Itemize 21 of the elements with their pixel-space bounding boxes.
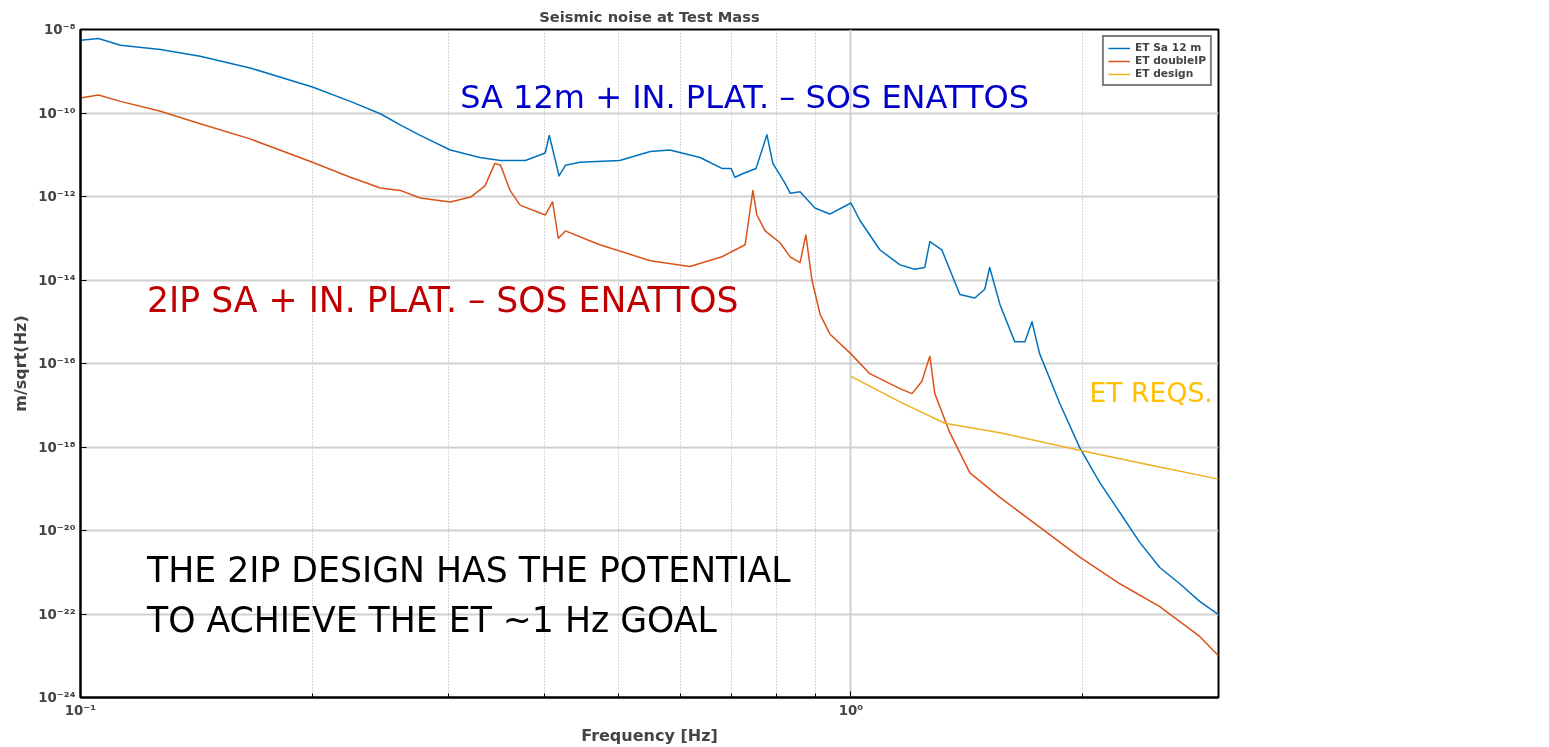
x-tick-label: 10⁰ bbox=[838, 702, 864, 718]
annotation: ET REQS. bbox=[1089, 377, 1213, 409]
x-tick-label: 10⁻¹ bbox=[64, 702, 97, 718]
y-tick-label: 10⁻²² bbox=[38, 606, 76, 622]
y-tick-label: 10⁻¹⁰ bbox=[38, 105, 76, 121]
legend-label: ET doubleIP bbox=[1134, 54, 1206, 67]
y-tick-label: 10⁻¹⁶ bbox=[38, 356, 76, 371]
y-tick-label: 10⁻²⁰ bbox=[38, 523, 76, 538]
chart-title: Seismic noise at Test Mass bbox=[539, 7, 760, 25]
y-tick-label: 10⁻¹⁸ bbox=[38, 439, 76, 455]
y-tick-label: 10⁻²⁴ bbox=[38, 690, 76, 705]
annotation: SA 12m + IN. PLAT. – SOS ENATTOS bbox=[460, 77, 1029, 116]
y-tick-label: 10⁻¹⁴ bbox=[38, 272, 76, 288]
legend-label: ET Sa 12 m bbox=[1134, 41, 1202, 54]
y-axis-title: m/sqrt(Hz) bbox=[11, 315, 31, 412]
annotation: 2IP SA + IN. PLAT. – SOS ENATTOS bbox=[147, 280, 739, 321]
legend-label: ET design bbox=[1134, 67, 1194, 80]
y-tick-label: 10⁻⁸ bbox=[44, 22, 76, 37]
x-axis-title: Frequency [Hz] bbox=[581, 725, 718, 745]
annotation: THE 2IP DESIGN HAS THE POTENTIAL TO ACHIEVE THE ET ~1 Hz GOAL bbox=[146, 549, 792, 640]
y-tick-label: 10⁻¹² bbox=[38, 189, 76, 204]
